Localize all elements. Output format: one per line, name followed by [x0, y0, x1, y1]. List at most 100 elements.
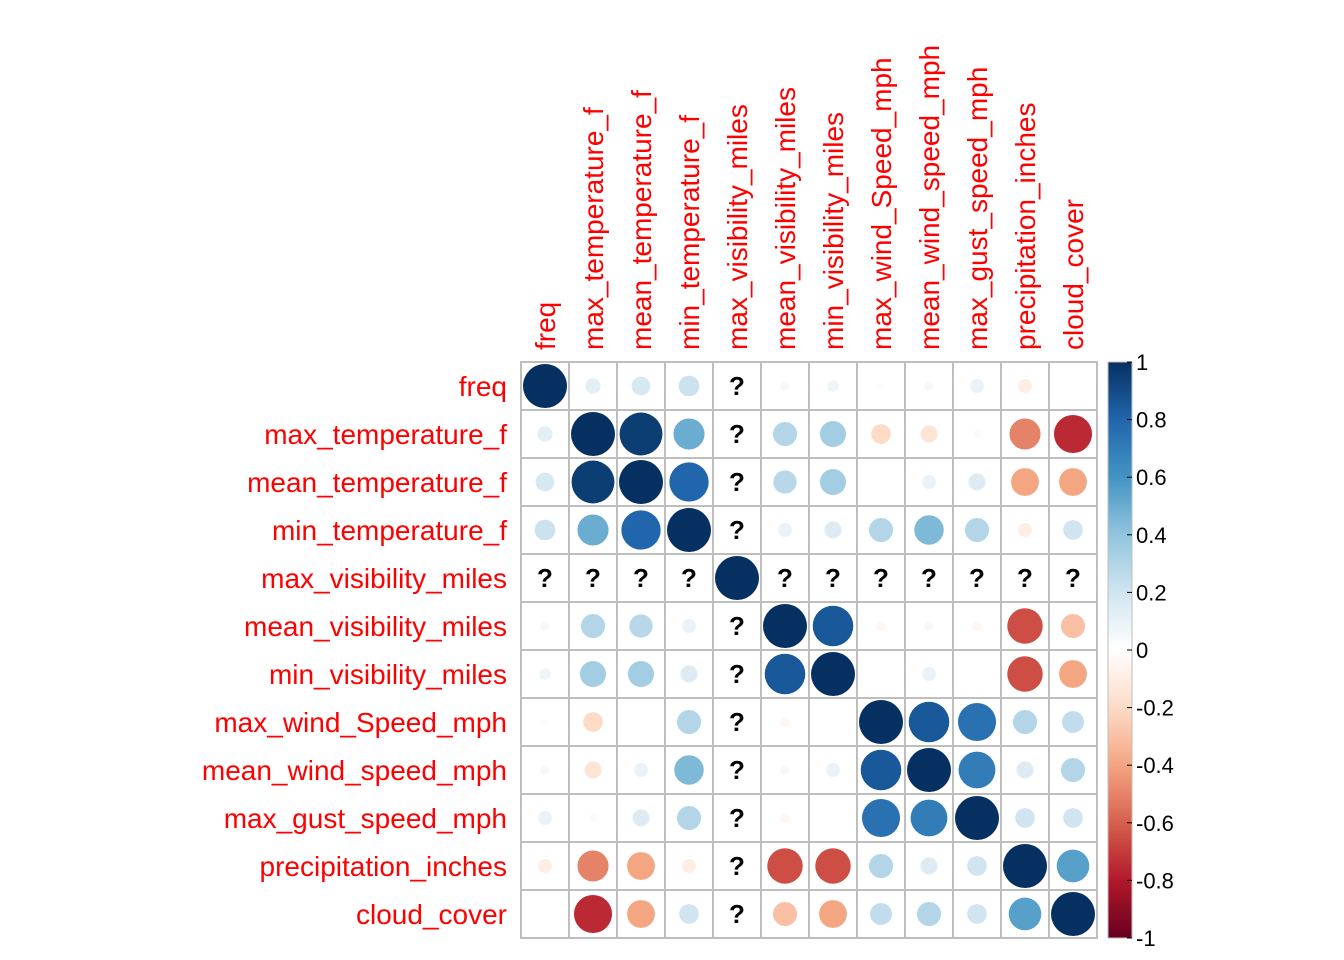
- corr-circle: [1009, 418, 1041, 450]
- corr-circle: [674, 755, 704, 785]
- missing-mark: ?: [729, 467, 745, 497]
- corr-circle: [824, 521, 842, 539]
- corr-circle: [682, 859, 696, 873]
- corr-circle: [780, 717, 790, 727]
- column-label: freq: [530, 302, 561, 350]
- corr-circle: [589, 814, 597, 822]
- corr-circle: [908, 701, 950, 743]
- corr-circle: [922, 667, 936, 681]
- corr-circle: [811, 652, 855, 696]
- corr-circle: [967, 856, 987, 876]
- corr-circle: [1008, 897, 1042, 931]
- missing-mark: ?: [729, 371, 745, 401]
- corr-circle: [1016, 761, 1034, 779]
- corr-circle: [1059, 660, 1087, 688]
- cell-7-2: [616, 697, 666, 747]
- missing-mark: ?: [969, 563, 985, 593]
- corr-circle: [764, 653, 806, 695]
- colorbar-tick-label: -0.4: [1136, 753, 1174, 778]
- corr-circle: [815, 848, 851, 884]
- corr-circle: [682, 619, 696, 633]
- column-label: mean_temperature_f: [626, 90, 657, 350]
- corr-circle: [627, 900, 655, 928]
- cell-0-11: [1048, 361, 1098, 411]
- missing-mark: ?: [537, 563, 553, 593]
- column-label: min_visibility_miles: [818, 112, 849, 350]
- corr-circle: [910, 799, 948, 837]
- row-label: max_gust_speed_mph: [224, 803, 507, 834]
- corr-circle: [573, 894, 613, 934]
- corr-circle: [632, 809, 650, 827]
- corr-circle: [584, 761, 602, 779]
- corr-circle: [583, 712, 603, 732]
- column-label: max_visibility_miles: [722, 104, 753, 350]
- column-label: max_wind_Speed_mph: [866, 57, 897, 350]
- colorbar-tick-label: 0.2: [1136, 580, 1167, 605]
- corr-circle: [577, 850, 609, 882]
- corr-circle: [539, 668, 551, 680]
- corr-circle: [778, 523, 792, 537]
- missing-mark: ?: [633, 563, 649, 593]
- missing-mark: ?: [729, 707, 745, 737]
- corr-circle: [535, 472, 555, 492]
- corr-circle: [955, 796, 999, 840]
- missing-mark: ?: [729, 755, 745, 785]
- corr-circle: [579, 660, 607, 688]
- row-label: mean_visibility_miles: [244, 611, 507, 642]
- corr-circle: [920, 857, 938, 875]
- row-label: mean_temperature_f: [247, 467, 507, 498]
- corr-circle: [580, 613, 606, 639]
- corr-circle: [772, 901, 798, 927]
- corr-circle: [920, 425, 938, 443]
- corr-circle: [780, 813, 790, 823]
- corr-circle: [819, 420, 847, 448]
- column-label: min_temperature_f: [674, 115, 705, 350]
- corr-circle: [1018, 379, 1032, 393]
- cell-11-11: [1048, 889, 1098, 939]
- row-label: precipitation_inches: [260, 851, 508, 882]
- corr-circle: [534, 519, 556, 541]
- corr-circle: [1018, 523, 1032, 537]
- corr-circle: [1007, 656, 1043, 692]
- corr-circle: [861, 798, 901, 838]
- missing-mark: ?: [729, 419, 745, 449]
- column-label: max_temperature_f: [578, 107, 609, 350]
- corr-circle: [577, 514, 609, 546]
- corr-circle: [673, 418, 705, 450]
- corr-circle: [1056, 849, 1090, 883]
- corr-circle: [679, 904, 699, 924]
- column-label: mean_visibility_miles: [770, 87, 801, 350]
- corr-circle: [973, 430, 981, 438]
- corr-circle: [907, 748, 951, 792]
- corr-circle: [680, 665, 698, 683]
- corr-circle: [772, 421, 798, 447]
- colorbar-tick-label: 1: [1136, 350, 1148, 375]
- corr-circle: [585, 378, 601, 394]
- column-label: cloud_cover: [1058, 199, 1089, 350]
- corr-circle: [967, 904, 987, 924]
- corr-circle: [1060, 757, 1086, 783]
- colorbar-tick-label: 0.6: [1136, 465, 1167, 490]
- corr-circle: [678, 375, 700, 397]
- corr-circle: [780, 381, 790, 391]
- row-label: max_temperature_f: [264, 419, 507, 450]
- corr-circle: [876, 621, 886, 631]
- corr-circle: [1059, 468, 1087, 496]
- missing-mark: ?: [729, 851, 745, 881]
- missing-mark: ?: [729, 515, 745, 545]
- corr-circle: [667, 508, 711, 552]
- corr-circle: [627, 660, 655, 688]
- missing-mark: ?: [873, 563, 889, 593]
- corr-circle: [877, 382, 885, 390]
- row-label: max_visibility_miles: [261, 563, 507, 594]
- colorbar-tick-label: 0: [1136, 638, 1148, 663]
- missing-mark: ?: [729, 899, 745, 929]
- colorbar-tick-label: 0.4: [1136, 523, 1167, 548]
- corr-circle: [827, 380, 839, 392]
- cell-9-6: [808, 793, 858, 843]
- missing-mark: ?: [729, 659, 745, 689]
- corr-circle: [780, 765, 790, 775]
- corr-circle: [669, 462, 709, 502]
- missing-mark: ?: [825, 563, 841, 593]
